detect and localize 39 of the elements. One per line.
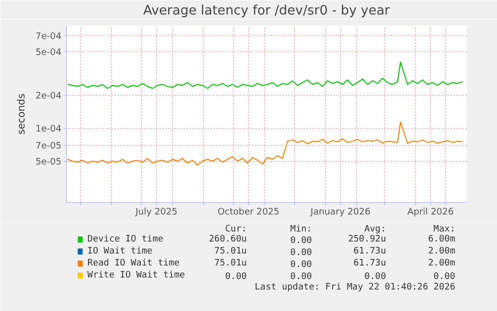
y-tick-label: 1e-04 — [36, 124, 62, 135]
legend-label: Write IO Wait time — [87, 270, 185, 280]
x-tick-label: January 2026 — [310, 208, 371, 218]
chart-title: Average latency for /dev/sr0 - by year — [143, 4, 390, 18]
y-tick-label: 7e-04 — [36, 32, 62, 42]
legend-label: IO Wait time — [87, 246, 152, 256]
text: 2.00m — [428, 246, 456, 256]
text: 0.00 — [290, 272, 312, 282]
text: Cur: — [225, 224, 247, 234]
text: 6.00m — [428, 234, 456, 244]
legend-label: Device IO time — [87, 234, 164, 244]
text: 75.01u — [214, 246, 247, 256]
y-tick-label: 5e-05 — [36, 158, 62, 168]
text: 250.92u — [348, 234, 386, 244]
text: Min: — [290, 224, 312, 234]
text: Max: — [434, 224, 456, 234]
text: 75.01u — [214, 258, 247, 268]
y-tick-label: 5e-04 — [36, 48, 62, 58]
line-series — [67, 61, 463, 89]
text: Last update: Fri May 22 01:40:26 2026 — [254, 282, 456, 292]
text: 0.00 — [364, 272, 386, 282]
text: Avg: — [364, 224, 386, 234]
line-series — [67, 121, 463, 166]
x-tick-label: July 2025 — [134, 208, 178, 218]
y-tick-label: 7e-05 — [36, 142, 62, 152]
text: 0.00 — [290, 248, 312, 258]
text: 2.00m — [428, 258, 456, 268]
x-tick-label: October 2025 — [218, 208, 280, 218]
x-tick-label: April 2026 — [407, 208, 454, 218]
text: 0.00 — [290, 236, 312, 246]
text: 0.00 — [290, 260, 312, 270]
text: 260.60u — [208, 234, 247, 244]
y-tick-label: 2e-04 — [36, 92, 62, 102]
text: 0.00 — [434, 272, 456, 282]
legend-label: Read IO Wait time — [87, 258, 180, 268]
text: 0.00 — [225, 272, 247, 282]
text: 61.73u — [354, 258, 386, 268]
text: 61.73u — [354, 246, 386, 256]
y-axis-title: seconds — [16, 94, 28, 134]
